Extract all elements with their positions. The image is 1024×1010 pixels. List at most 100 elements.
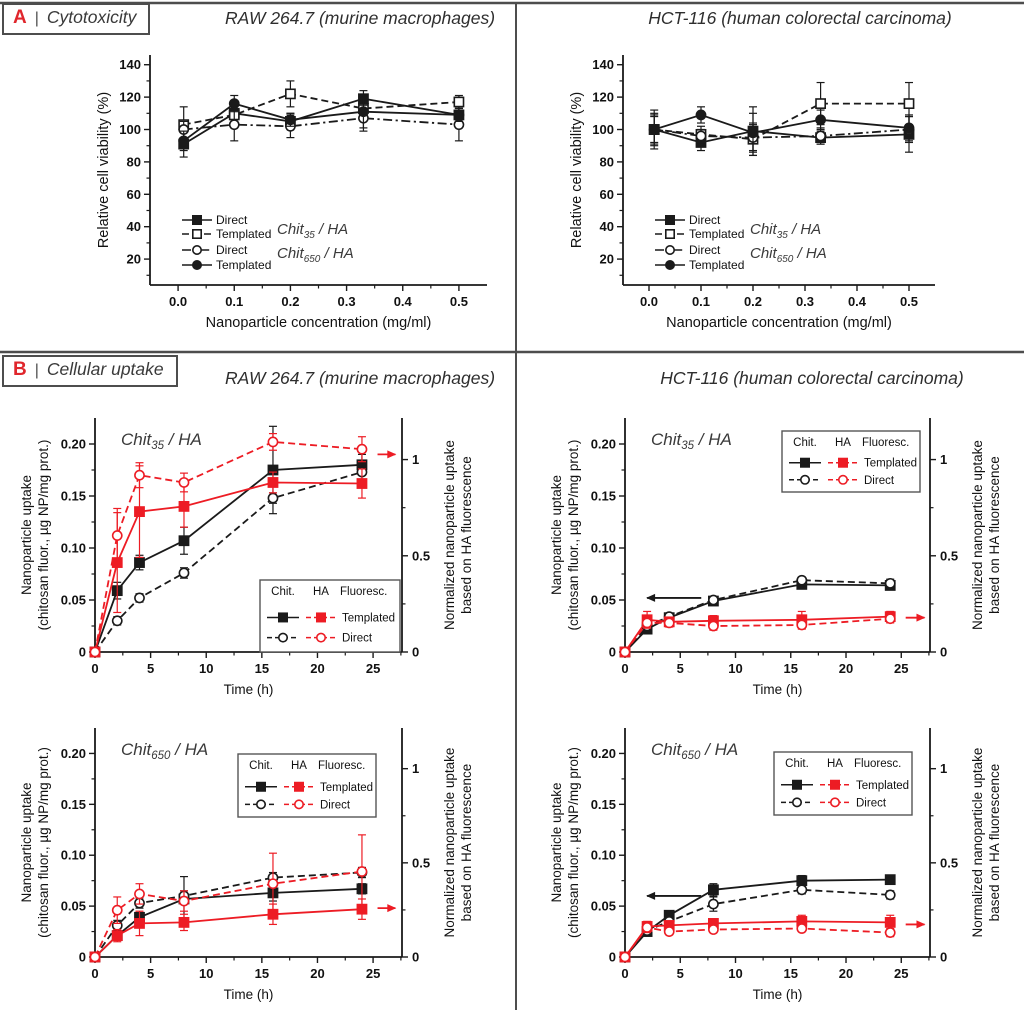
svg-text:15: 15 xyxy=(255,661,269,676)
y-axis-title-right: based on HA fluorescence xyxy=(987,764,1002,922)
svg-text:0.2: 0.2 xyxy=(744,294,762,309)
svg-text:Chit.: Chit. xyxy=(271,586,295,598)
svg-text:Chit35 / HA: Chit35 / HA xyxy=(277,221,348,241)
y-axis-title-right: based on HA fluorescence xyxy=(459,764,474,922)
chart-b_hct_chit650: 0 5 10 15 20 25 0 0.05 0.10 0.15 0.20 0 0.5 1 Time (h)… xyxy=(549,728,1002,1002)
svg-text:15: 15 xyxy=(255,966,269,981)
svg-text:0.3: 0.3 xyxy=(796,294,814,309)
svg-text:0.0: 0.0 xyxy=(169,294,187,309)
axes: 0.0 0.1 0.2 0.3 0.4 0.5 20 40 60 80 100 120 140 Nanop… xyxy=(569,55,935,331)
series-direct xyxy=(648,106,915,157)
svg-text:0: 0 xyxy=(91,661,98,676)
panel-a-hct-title: HCT-116 (human colorectal carcinoma) xyxy=(648,8,952,28)
svg-text:60: 60 xyxy=(600,187,614,202)
svg-text:0.4: 0.4 xyxy=(394,294,413,309)
y-axis-title: Relative cell viability (%) xyxy=(569,92,585,248)
svg-text:0.15: 0.15 xyxy=(61,489,86,504)
svg-text:0.10: 0.10 xyxy=(61,848,86,863)
series-chitosan-fluor-direct xyxy=(89,866,368,963)
svg-text:0.3: 0.3 xyxy=(338,294,356,309)
svg-text:1: 1 xyxy=(412,452,419,467)
svg-text:Fluoresc.: Fluoresc. xyxy=(854,758,901,770)
svg-text:0.15: 0.15 xyxy=(591,797,616,812)
svg-text:1: 1 xyxy=(940,452,947,467)
panel-b-raw-title: RAW 264.7 (murine macrophages) xyxy=(224,368,496,388)
svg-text:Templated: Templated xyxy=(689,227,744,241)
svg-text:10: 10 xyxy=(199,661,213,676)
left-arrow xyxy=(646,891,702,900)
y-axis-title-left: (chitosan fluor., µg NP/mg prot.) xyxy=(566,440,581,631)
panel-a-tag-box: A | Cytotoxicity xyxy=(2,3,151,35)
x-axis-title: Time (h) xyxy=(753,987,803,1002)
axes: 0 5 10 15 20 25 0 0.05 0.10 0.15 0.20 0 0.5 1 Time (h)… xyxy=(549,418,1002,697)
x-axis-title: Time (h) xyxy=(224,987,274,1002)
series-ha-fluor-templated xyxy=(89,898,368,963)
svg-text:Chit.: Chit. xyxy=(793,437,817,449)
svg-text:20: 20 xyxy=(127,252,141,267)
panel-a-label: Cytotoxicity xyxy=(46,7,137,27)
left-arrow xyxy=(646,593,702,602)
x-axis-title: Time (h) xyxy=(224,682,274,697)
svg-text:0.10: 0.10 xyxy=(61,541,86,556)
panel-a-separator: | xyxy=(34,10,39,27)
svg-text:120: 120 xyxy=(592,90,614,105)
chart-b_hct_chit35: 0 5 10 15 20 25 0 0.05 0.10 0.15 0.20 0 0.5 1 Time (h)… xyxy=(549,418,1002,697)
svg-text:0.05: 0.05 xyxy=(61,593,86,608)
svg-text:0: 0 xyxy=(412,950,419,965)
svg-text:Templated: Templated xyxy=(689,258,744,272)
panel-a-letter: A xyxy=(13,7,27,28)
svg-text:20: 20 xyxy=(310,966,324,981)
svg-text:0.1: 0.1 xyxy=(692,294,710,309)
svg-text:0.15: 0.15 xyxy=(61,797,86,812)
svg-text:25: 25 xyxy=(894,661,908,676)
y-axis-title-left: (chitosan fluor., µg NP/mg prot.) xyxy=(566,747,581,938)
axes: 0 5 10 15 20 25 0 0.05 0.10 0.15 0.20 0 0.5 1 Time (h)… xyxy=(19,418,474,697)
svg-text:Fluoresc.: Fluoresc. xyxy=(318,760,365,772)
svg-text:Direct: Direct xyxy=(856,797,887,809)
chart-a_hct: 0.0 0.1 0.2 0.3 0.4 0.5 20 40 60 80 100 120 140 Nanop… xyxy=(569,55,935,331)
chart-subtitle: Chit35 / HA xyxy=(651,430,732,452)
svg-text:60: 60 xyxy=(127,187,141,202)
svg-text:Chit.: Chit. xyxy=(249,760,273,772)
y-axis-title-right: Normalized nanoparticle uptake xyxy=(442,748,457,938)
svg-text:25: 25 xyxy=(366,966,380,981)
svg-text:0: 0 xyxy=(621,966,628,981)
x-axis-title: Nanoparticle concentration (mg/ml) xyxy=(666,315,892,331)
svg-text:HA: HA xyxy=(827,758,843,770)
svg-text:Direct: Direct xyxy=(320,799,351,811)
svg-text:Chit35 / HA: Chit35 / HA xyxy=(750,221,821,241)
svg-text:Fluoresc.: Fluoresc. xyxy=(862,437,909,449)
series-ha-fluor-templated xyxy=(619,914,896,963)
svg-text:40: 40 xyxy=(127,219,141,234)
svg-text:HA: HA xyxy=(313,586,329,598)
y-axis-title-right: Normalized nanoparticle uptake xyxy=(442,440,457,630)
legend: Chit. HA Fluoresc. Templated Direct xyxy=(237,753,377,818)
panel-b-hct-title: HCT-116 (human colorectal carcinoma) xyxy=(660,368,964,388)
svg-text:0.5: 0.5 xyxy=(940,855,958,870)
x-axis-title: Time (h) xyxy=(753,682,803,697)
svg-text:20: 20 xyxy=(310,661,324,676)
legend: Chit. HA Fluoresc. Templated Direct xyxy=(781,430,921,493)
svg-text:0.05: 0.05 xyxy=(61,899,86,914)
chart-b_raw_chit35: 0 5 10 15 20 25 0 0.05 0.10 0.15 0.20 0 0.5 1 Time (h)… xyxy=(19,418,474,697)
svg-text:15: 15 xyxy=(784,966,798,981)
svg-text:HA: HA xyxy=(291,760,307,772)
svg-text:5: 5 xyxy=(147,966,154,981)
svg-text:Templated: Templated xyxy=(320,782,373,794)
panel-a-raw-title: RAW 264.7 (murine macrophages) xyxy=(224,8,496,28)
series-ha-fluor-direct xyxy=(619,613,896,658)
series-chitosan-fluor-direct xyxy=(619,574,896,658)
svg-text:Chit.: Chit. xyxy=(785,758,809,770)
svg-text:0.20: 0.20 xyxy=(61,437,86,452)
svg-text:0: 0 xyxy=(79,950,86,965)
svg-text:140: 140 xyxy=(119,57,141,72)
chart-b_raw_chit650: 0 5 10 15 20 25 0 0.05 0.10 0.15 0.20 0 0.5 1 Time (h)… xyxy=(19,728,474,1002)
svg-text:0.20: 0.20 xyxy=(591,746,616,761)
svg-text:Templated: Templated xyxy=(216,227,271,241)
y-axis-title-left: Nanoparticle uptake xyxy=(19,475,34,595)
right-arrow xyxy=(905,920,926,929)
svg-text:Fluoresc.: Fluoresc. xyxy=(340,586,387,598)
